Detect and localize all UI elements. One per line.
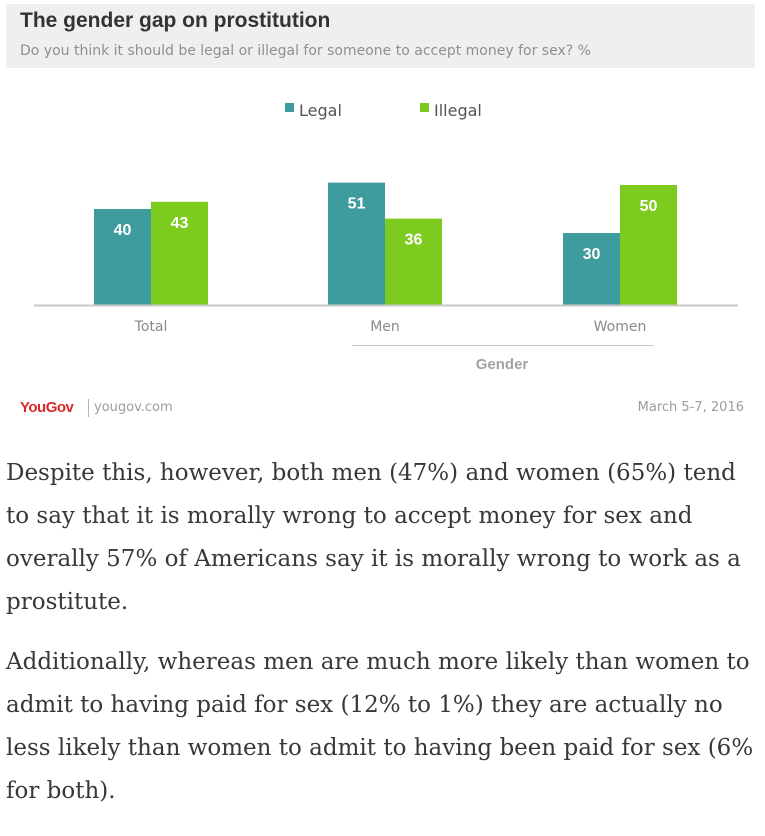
chart-subtitle: Do you think it should be legal or illeg… — [20, 43, 591, 59]
bar-illegal-total — [151, 201, 208, 305]
legend-swatch-legal — [285, 103, 294, 112]
footer-site: yougov.com — [94, 400, 173, 415]
bar-legal-men — [328, 182, 385, 305]
chart-header — [6, 4, 755, 68]
article-body: Despite this, however, both men (47%) an… — [6, 452, 762, 830]
data-label-legal-men: 51 — [348, 196, 366, 213]
article-paragraph-2: Additionally, whereas men are much more … — [6, 649, 754, 804]
bar-legal-total — [94, 209, 151, 305]
legend-label-illegal: Illegal — [434, 101, 482, 120]
data-label-illegal-men: 36 — [405, 232, 423, 249]
group-label-gender: Gender — [476, 356, 529, 373]
category-label-men: Men — [370, 319, 400, 335]
legend-swatch-illegal — [420, 103, 429, 112]
bar-illegal-men — [385, 218, 442, 305]
footer-divider — [88, 399, 89, 417]
bar-legal-women — [563, 233, 620, 305]
footer-date: March 5-7, 2016 — [637, 400, 744, 415]
data-label-legal-total: 40 — [114, 222, 132, 239]
category-label-women: Women — [594, 319, 647, 335]
category-label-total: Total — [134, 319, 168, 335]
chart-title: The gender gap on prostitution — [20, 9, 331, 32]
data-label-illegal-total: 43 — [171, 215, 189, 232]
bar-chart: Legal Illegal 40 51 30 43 36 50 Total Men Women Gen… — [34, 101, 738, 373]
data-label-illegal-women: 50 — [640, 198, 658, 215]
bar-illegal-women — [620, 185, 677, 305]
data-label-legal-women: 30 — [583, 246, 601, 263]
article-paragraph-1: Despite this, however, both men (47%) an… — [6, 460, 741, 615]
yougov-logo: YouGov — [20, 399, 74, 416]
legend-label-legal: Legal — [299, 101, 342, 120]
